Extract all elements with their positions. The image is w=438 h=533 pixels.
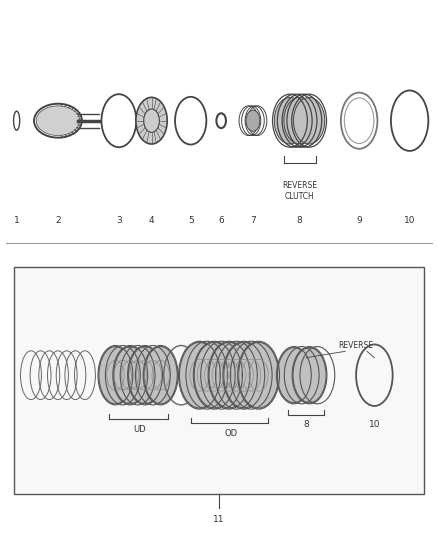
Ellipse shape [128,346,162,404]
Text: 5: 5 [188,216,194,225]
Ellipse shape [224,342,264,408]
Ellipse shape [114,346,147,404]
Text: 2: 2 [55,216,61,225]
Bar [14,266,424,495]
Text: 11: 11 [213,515,225,523]
Ellipse shape [194,342,234,408]
Text: OD: OD [224,429,237,438]
Text: REVERSE
CLUTCH: REVERSE CLUTCH [282,181,317,201]
Text: 6: 6 [218,216,224,225]
Text: 1: 1 [14,216,20,225]
Text: 8: 8 [303,420,309,429]
Text: 3: 3 [116,216,122,225]
Text: 9: 9 [356,216,362,225]
Ellipse shape [36,106,80,135]
Ellipse shape [246,110,260,131]
Text: 10: 10 [369,420,380,429]
Ellipse shape [99,346,132,404]
Ellipse shape [239,342,279,408]
Text: 7: 7 [250,216,256,225]
Text: 4: 4 [149,216,154,225]
Ellipse shape [180,342,219,408]
Text: REVERSE: REVERSE [339,341,374,350]
Ellipse shape [209,342,249,408]
Ellipse shape [284,98,315,144]
Ellipse shape [277,348,311,403]
Text: 8: 8 [297,216,302,225]
Ellipse shape [136,98,167,144]
Ellipse shape [293,348,326,403]
Ellipse shape [274,98,306,144]
Ellipse shape [144,346,177,404]
Text: UD: UD [133,424,146,433]
Ellipse shape [293,98,325,144]
Text: 10: 10 [404,216,415,225]
